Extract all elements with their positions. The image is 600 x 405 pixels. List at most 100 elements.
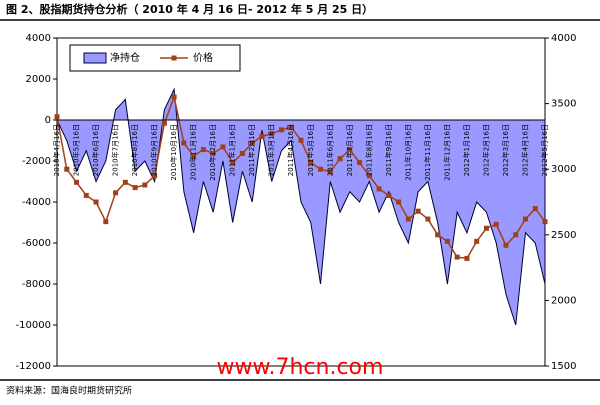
price-marker	[210, 150, 216, 156]
price-marker	[513, 232, 519, 238]
y2-tick-label: 1500	[551, 361, 576, 372]
price-marker	[327, 169, 333, 175]
x-tick-label: 2011年3月16日	[267, 124, 276, 176]
price-marker	[64, 166, 70, 172]
x-tick-label: 2011年9月16日	[384, 124, 393, 176]
price-marker	[308, 160, 314, 166]
price-marker	[132, 185, 138, 191]
x-tick-label: 2011年7月16日	[345, 124, 354, 176]
x-tick-label: 2011年1月16日	[228, 124, 237, 176]
price-marker	[464, 255, 470, 261]
y-tick-label: 4000	[26, 33, 51, 44]
x-tick-label: 2012年1月16日	[462, 124, 471, 176]
y2-tick-label: 3500	[551, 99, 576, 110]
price-marker	[54, 114, 60, 120]
chart-title: 图 2、股指期货持仓分析（ 2010 年 4 月 16 日- 2012 年 5 …	[6, 2, 373, 16]
price-marker	[405, 216, 411, 222]
x-tick-label: 2011年12月16日	[442, 124, 451, 181]
price-marker	[142, 182, 148, 188]
price-marker	[493, 221, 499, 227]
price-marker	[103, 219, 109, 225]
price-marker	[318, 166, 324, 172]
price-marker	[93, 199, 99, 205]
x-tick-label: 2010年6月16日	[91, 124, 100, 176]
x-tick-label: 2012年3月16日	[501, 124, 510, 176]
price-marker	[386, 192, 392, 198]
price-marker	[74, 179, 80, 185]
price-marker	[122, 179, 128, 185]
price-marker	[357, 160, 363, 166]
price-marker	[83, 192, 89, 198]
price-marker	[396, 199, 402, 205]
price-marker	[366, 173, 372, 179]
x-tick-label: 2011年4月16日	[286, 124, 295, 176]
price-marker	[220, 144, 226, 150]
x-tick-label: 2010年4月16日	[52, 124, 61, 176]
x-tick-label: 2010年7月16日	[111, 124, 120, 176]
price-marker	[376, 186, 382, 192]
x-tick-label: 2012年4月16日	[520, 124, 529, 176]
x-tick-label: 2010年9月16日	[150, 124, 159, 176]
net-position-area	[56, 87, 546, 326]
y-tick-label: 0	[45, 115, 51, 126]
y2-tick-label: 3000	[551, 164, 576, 175]
price-marker	[483, 225, 489, 231]
price-marker	[191, 153, 197, 159]
y-tick-label: -4000	[22, 197, 51, 208]
price-marker	[171, 94, 177, 100]
x-tick-label: 2011年11月16日	[423, 124, 432, 181]
price-marker	[532, 206, 538, 212]
x-tick-label: 2012年2月16日	[481, 124, 490, 176]
legend-marker	[171, 55, 177, 61]
y-tick-label: -6000	[22, 238, 51, 249]
price-marker	[152, 173, 158, 179]
price-marker	[503, 242, 509, 248]
price-marker	[230, 160, 236, 166]
price-marker	[269, 131, 275, 137]
source: 资料来源：国海良时期货研究所	[6, 385, 132, 397]
price-marker	[337, 156, 343, 162]
price-marker	[239, 150, 245, 156]
legend-label: 净持仓	[110, 51, 140, 64]
y-tick-label: -2000	[22, 156, 51, 167]
y-tick-label: -12000	[16, 361, 51, 372]
price-marker	[444, 238, 450, 244]
price-marker	[522, 216, 528, 222]
y2-tick-label: 2500	[551, 230, 576, 241]
price-marker	[161, 120, 167, 126]
price-marker	[278, 127, 284, 133]
x-tick-label: 2011年8月16日	[364, 124, 373, 176]
price-marker	[113, 190, 119, 196]
legend-label: 价格	[193, 51, 213, 64]
watermark: www.7hcn.com	[217, 355, 384, 380]
price-marker	[474, 238, 480, 244]
x-tick-label: 2010年5月16日	[72, 124, 81, 176]
price-marker	[288, 124, 294, 130]
x-tick-label: 2011年2月16日	[247, 124, 256, 176]
price-marker	[542, 219, 548, 225]
x-tick-label: 2010年8月16日	[130, 124, 139, 176]
price-marker	[454, 254, 460, 260]
price-marker	[425, 216, 431, 222]
price-marker	[415, 208, 421, 214]
y-tick-label: -10000	[16, 320, 51, 331]
x-tick-label: 2011年5月16日	[306, 124, 315, 176]
x-tick-label: 2011年10月16日	[403, 124, 412, 181]
price-marker	[249, 140, 255, 146]
price-marker	[435, 232, 441, 238]
legend-swatch	[83, 52, 107, 64]
x-tick-label: 2010年12月16日	[208, 124, 217, 181]
price-marker	[181, 140, 187, 146]
x-tick-label: 2012年5月16日	[540, 124, 549, 176]
x-tick-label: 2011年6月16日	[325, 124, 334, 176]
y-tick-label: -8000	[22, 279, 51, 290]
x-tick-label: 2010年10月16日	[169, 124, 178, 181]
y-tick-label: 2000	[26, 74, 51, 85]
price-marker	[200, 147, 206, 153]
price-marker	[259, 133, 265, 139]
x-tick-label: 2010年11月16日	[189, 124, 198, 181]
y2-tick-label: 2000	[551, 295, 576, 306]
price-marker	[298, 137, 304, 143]
y2-tick-label: 4000	[551, 33, 576, 44]
